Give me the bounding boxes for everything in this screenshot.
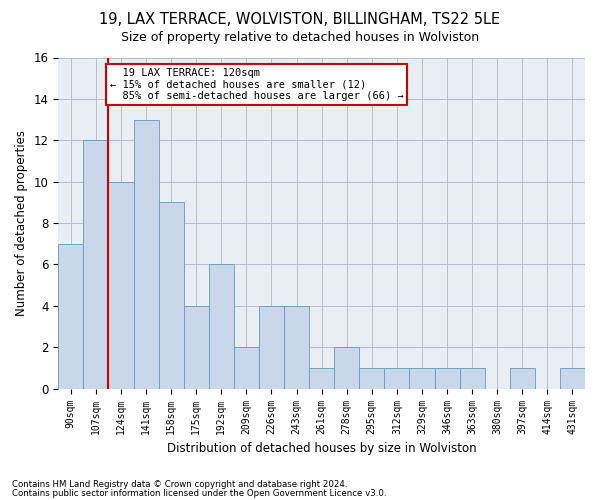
Bar	[510, 368, 535, 388]
Bar	[134, 120, 158, 388]
Bar	[409, 368, 434, 388]
Text: 19, LAX TERRACE, WOLVISTON, BILLINGHAM, TS22 5LE: 19, LAX TERRACE, WOLVISTON, BILLINGHAM, …	[100, 12, 500, 28]
Bar	[385, 368, 409, 388]
Bar	[359, 368, 385, 388]
Bar	[259, 306, 284, 388]
Bar	[109, 182, 134, 388]
Text: Contains public sector information licensed under the Open Government Licence v3: Contains public sector information licen…	[12, 488, 386, 498]
Bar	[234, 348, 259, 389]
Text: 19 LAX TERRACE: 120sqm
← 15% of detached houses are smaller (12)
  85% of semi-d: 19 LAX TERRACE: 120sqm ← 15% of detached…	[110, 68, 403, 101]
Bar	[309, 368, 334, 388]
Bar	[158, 202, 184, 388]
Bar	[284, 306, 309, 388]
Text: Size of property relative to detached houses in Wolviston: Size of property relative to detached ho…	[121, 31, 479, 44]
Y-axis label: Number of detached properties: Number of detached properties	[15, 130, 28, 316]
Bar	[83, 140, 109, 388]
Bar	[560, 368, 585, 388]
Bar	[209, 264, 234, 388]
Bar	[334, 348, 359, 389]
Bar	[184, 306, 209, 388]
X-axis label: Distribution of detached houses by size in Wolviston: Distribution of detached houses by size …	[167, 442, 476, 455]
Bar	[460, 368, 485, 388]
Bar	[58, 244, 83, 388]
Text: Contains HM Land Registry data © Crown copyright and database right 2024.: Contains HM Land Registry data © Crown c…	[12, 480, 347, 489]
Bar	[434, 368, 460, 388]
